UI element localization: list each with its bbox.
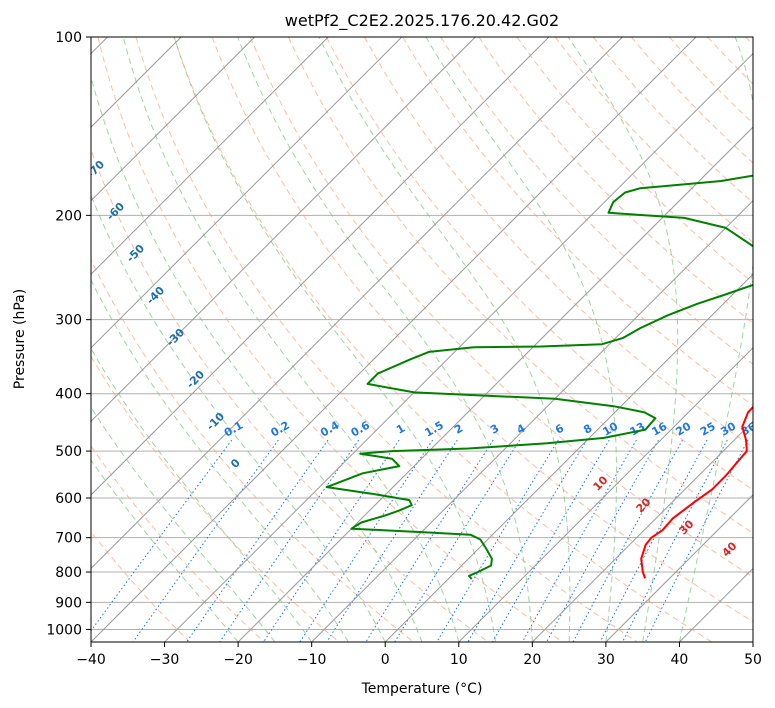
moist-adiabat [91, 194, 386, 642]
isotherm [458, 347, 753, 642]
mixing-ratio-line [572, 439, 683, 642]
profile-series [325, 174, 753, 580]
dry-adiabat [91, 258, 414, 642]
isotherm [605, 494, 753, 642]
x-tick-label: 50 [744, 652, 762, 668]
y-tick-label: 100 [55, 30, 82, 46]
dry-adiabat [91, 148, 489, 642]
mixing-ratio-line [186, 439, 329, 642]
x-tick-label: 0 [381, 652, 390, 668]
mixing-ratio-line [365, 439, 494, 642]
mixing-ratio-line [436, 439, 559, 642]
y-tick-label: 1000 [46, 622, 82, 638]
x-tick-label: −40 [76, 652, 106, 668]
moist-adiabat [91, 406, 276, 642]
dewpoint-profile [325, 174, 753, 580]
isotherm [91, 37, 403, 349]
isotherm [531, 420, 753, 642]
moist-adiabat [173, 37, 497, 642]
y-tick-label: 400 [55, 387, 82, 403]
y-tick-label: 300 [55, 313, 82, 329]
x-tick-label: 40 [671, 652, 689, 668]
dry-adiabat [287, 37, 753, 534]
y-tick-label: 700 [55, 531, 82, 547]
x-tick-label: −30 [150, 652, 180, 668]
y-axis-label: Pressure (hPa) [12, 289, 28, 389]
temperature-profile [640, 405, 753, 579]
mixing-ratio-line [599, 439, 708, 642]
moist-adiabat [678, 37, 753, 642]
x-tick-label: 20 [523, 652, 541, 668]
isotherms [91, 37, 753, 642]
dry-adiabat [211, 37, 753, 623]
plot-frame [90, 36, 754, 643]
dry-adiabat [249, 37, 753, 578]
mixing-ratio-line [522, 439, 637, 642]
mixing-ratio-line [394, 439, 521, 642]
mixing-ratio-line [622, 439, 728, 642]
isotherm [91, 37, 697, 642]
isotherm [164, 52, 753, 642]
x-tick-label: −10 [297, 652, 327, 668]
moist-adiabat [91, 459, 239, 642]
dry-adiabat [135, 37, 638, 642]
x-axis-ticks: −40 −30 −20 −10 0 10 20 30 40 50 [76, 642, 762, 668]
dry-adiabat [402, 37, 753, 407]
isotherm [311, 199, 753, 642]
isotherm [91, 37, 256, 202]
mixing-ratio-line [91, 439, 233, 632]
dry-adiabat [91, 355, 340, 642]
isotherm [91, 37, 329, 275]
chart-title: wetPf2_C2E2.2025.176.20.42.G02 [285, 11, 559, 31]
mixing-ratio-line [263, 439, 400, 642]
moist-adiabat [318, 37, 571, 642]
dry-adiabat [91, 445, 265, 642]
dry-adiabat [592, 37, 753, 204]
x-axis-label: Temperature (°C) [361, 681, 483, 697]
x-tick-label: −20 [223, 652, 253, 668]
isotherm [237, 126, 753, 642]
mixing-ratio-lines [91, 439, 749, 642]
mixing-ratio-line [219, 439, 360, 642]
moist-adiabat [425, 37, 618, 642]
isotherm [384, 273, 753, 642]
mixing-ratio-line [299, 439, 434, 642]
x-tick-label: 30 [597, 652, 615, 668]
dry-adiabat [91, 531, 191, 642]
isotherm [91, 37, 476, 423]
mixing-ratio-line [326, 439, 458, 642]
dry-adiabat [440, 37, 753, 365]
moist-adiabat [567, 37, 679, 642]
y-tick-label: 200 [55, 208, 82, 224]
mixing-ratio-line [644, 439, 749, 642]
dry-adiabat [97, 37, 563, 642]
dry-adiabat [173, 37, 713, 642]
y-tick-label: 800 [55, 565, 82, 581]
y-tick-label: 600 [55, 491, 82, 507]
x-tick-label: 10 [450, 652, 468, 668]
isotherm [91, 37, 550, 496]
y-tick-label: 500 [55, 444, 82, 460]
dry-adiabat [554, 37, 753, 244]
y-tick-label: 900 [55, 595, 82, 611]
y-axis-ticks: 100 200 300 400 500 600 700 800 900 1000 [46, 30, 91, 638]
isotherm [91, 37, 623, 570]
